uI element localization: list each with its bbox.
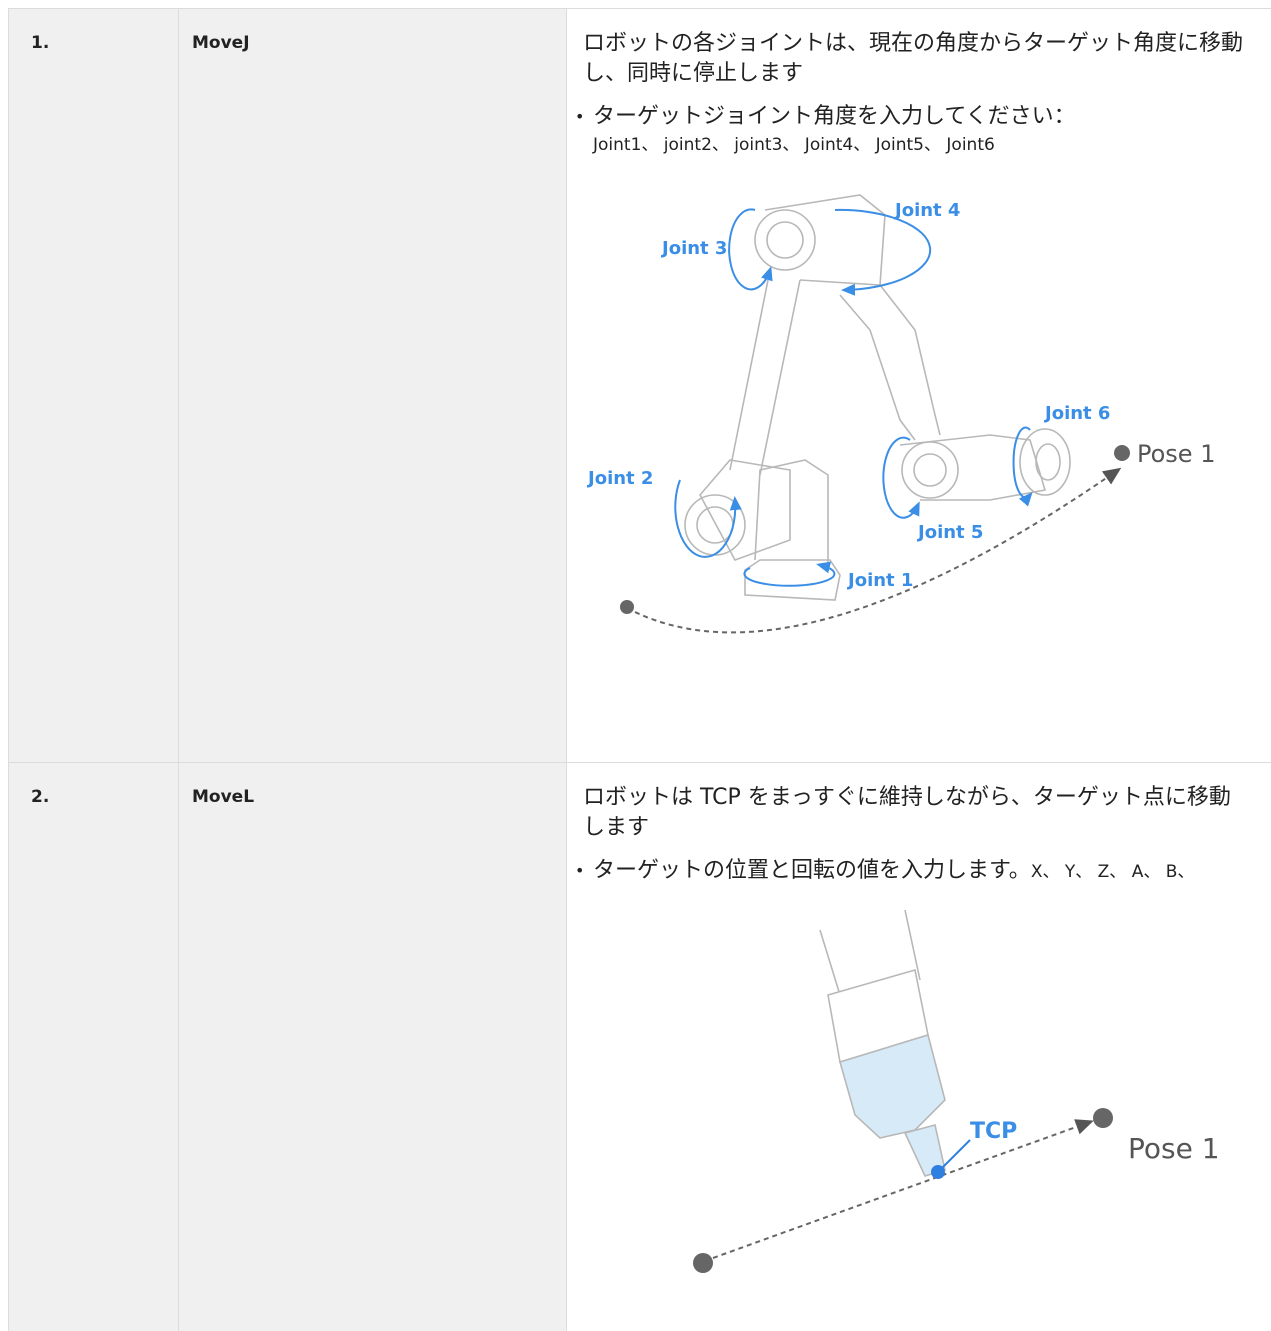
- table-row: 2. MoveL ロボットは TCP をまっすぐに維持しながら、ターゲット点に移…: [8, 762, 1271, 1331]
- bullet-detail: X、 Y、 Z、 A、 B、: [1030, 862, 1195, 882]
- bullet-item: ターゲットジョイント角度を入力してください： Joint1、 joint2、 jo…: [575, 103, 1271, 159]
- bullet-text: ターゲットの位置と回転の値を入力します。: [593, 858, 1031, 883]
- command-table: 1. MoveJ ロボットの各ジョイントは、現在の角度からターゲット角度に移動し…: [8, 8, 1271, 1331]
- table-row: 1. MoveJ ロボットの各ジョイントは、現在の角度からターゲット角度に移動し…: [8, 8, 1271, 763]
- description-cell: ロボットの各ジョイントは、現在の角度からターゲット角度に移動し、同時に停止します…: [566, 8, 1271, 763]
- bullet-item: ターゲットの位置と回転の値を入力します。X、 Y、 Z、 A、 B、: [575, 857, 1271, 886]
- row-number: 2.: [8, 762, 179, 1331]
- bullet-text: ターゲットジョイント角度を入力してください：: [593, 104, 1076, 129]
- description: ロボットの各ジョイントは、現在の角度からターゲット角度に移動し、同時に停止します: [583, 31, 1244, 86]
- bullet-detail: Joint1、 joint2、 joint3、 Joint4、 Joint5、 …: [593, 135, 995, 155]
- command-name: MoveJ: [178, 8, 567, 763]
- command-name: MoveL: [178, 762, 567, 1331]
- description-cell: ロボットは TCP をまっすぐに維持しながら、ターゲット点に移動します ターゲッ…: [566, 762, 1271, 1331]
- description: ロボットは TCP をまっすぐに維持しながら、ターゲット点に移動します: [583, 785, 1231, 840]
- row-number: 1.: [8, 8, 179, 763]
